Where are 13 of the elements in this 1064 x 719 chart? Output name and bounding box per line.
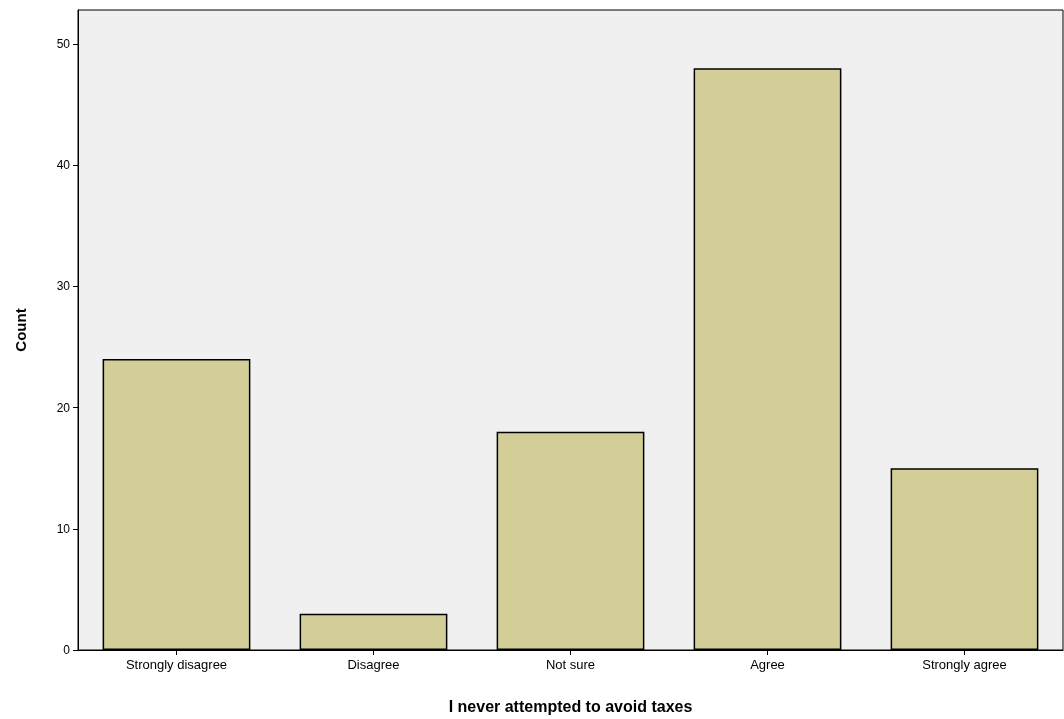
y-tick-label: 30 (56, 279, 71, 294)
x-tick-label: Strongly disagree (125, 657, 228, 672)
y-tick-label: 0 (63, 643, 71, 657)
x-tick-label: Strongly agree (922, 657, 1007, 672)
x-tick-label: Agree (750, 657, 785, 672)
x-tick-label: Not sure (545, 657, 596, 672)
x-tick-label: Disagree (347, 657, 400, 672)
y-tick-label: 40 (56, 158, 71, 173)
x-axis-title: I never attempted to avoid taxes (448, 697, 693, 715)
y-axis-title: Count (12, 308, 29, 352)
y-tick-label: 10 (56, 521, 71, 536)
y-tick-label: 20 (56, 400, 71, 415)
y-tick-label: 50 (56, 36, 71, 51)
